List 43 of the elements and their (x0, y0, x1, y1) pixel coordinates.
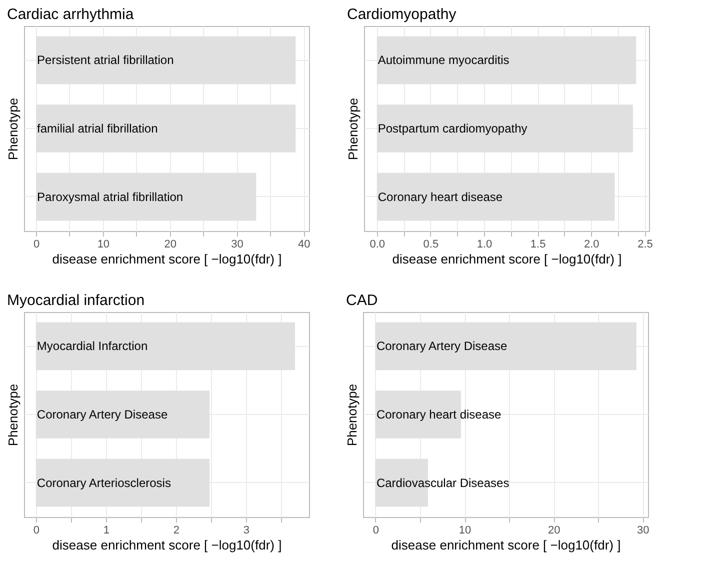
y-axis-title: Phenotype (6, 98, 20, 160)
x-tick-label: 30 (637, 524, 650, 536)
x-tick-label: 2.0 (584, 238, 600, 250)
category-label: Coronary Artery Disease (376, 339, 508, 354)
chart-title: Cardiac arrhythmia (7, 6, 134, 23)
x-tick-label: 2.5 (638, 238, 653, 250)
chart-title: Myocardial infarction (7, 292, 145, 309)
y-axis-title: Phenotype (346, 98, 360, 160)
x-tick-label: 20 (548, 524, 560, 536)
chart-title: Cardiomyopathy (347, 6, 457, 23)
x-tick-label: 20 (164, 238, 176, 250)
x-tick-label: 0.0 (370, 238, 386, 250)
x-tick-label: 30 (231, 238, 244, 250)
category-label: familial atrial fibrillation (37, 122, 158, 136)
category-label: Cardiovascular Diseases (376, 476, 510, 490)
x-tick-label: 0 (33, 238, 40, 250)
category-label: Coronary Artery Disease (36, 408, 168, 422)
y-axis-title: Phenotype (6, 384, 20, 446)
x-tick-label: 2 (173, 524, 180, 536)
x-tick-label: 1.0 (476, 238, 492, 250)
category-label: Coronary heart disease (378, 190, 503, 204)
category-label: Coronary heart disease (376, 408, 502, 422)
x-axis-title: disease enrichment score [ −log10(fdr) ] (392, 252, 622, 266)
x-tick-label: 0.5 (423, 238, 439, 250)
x-tick-label: 1 (103, 524, 110, 536)
category-label: Postpartum cardiomyopathy (378, 122, 528, 136)
x-tick-label: 40 (298, 238, 310, 250)
category-label: Coronary Arteriosclerosis (36, 476, 171, 490)
category-label: Persistent atrial fibrillation (37, 53, 174, 68)
category-label: Paroxysmal atrial fibrillation (37, 190, 184, 204)
x-tick-label: 0 (33, 524, 40, 536)
x-axis-title: disease enrichment score [ −log10(fdr) ] (52, 252, 282, 266)
y-axis-title: Phenotype (344, 384, 360, 446)
x-axis-title: disease enrichment score [ −log10(fdr) ] (391, 538, 621, 552)
category-label: Myocardial Infarction (36, 339, 148, 354)
x-tick-label: 0 (372, 524, 380, 536)
x-tick-label: 1.5 (530, 238, 546, 250)
category-label: Autoimmune myocarditis (378, 53, 510, 68)
x-tick-label: 3 (243, 524, 250, 536)
x-tick-label: 10 (458, 524, 472, 536)
chart-title: CAD (346, 292, 378, 309)
x-tick-label: 10 (97, 238, 110, 250)
x-axis-title: disease enrichment score [ −log10(fdr) ] (52, 538, 282, 552)
